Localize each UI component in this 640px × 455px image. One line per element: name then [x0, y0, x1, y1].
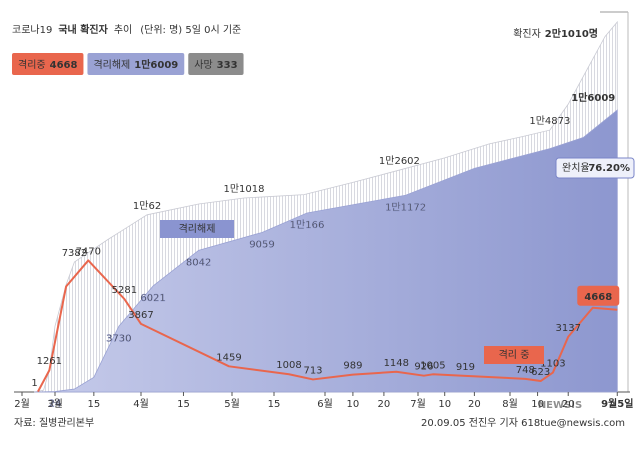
x-tick-label: 15: [268, 399, 281, 410]
source: 자료: 질병관리본부: [14, 417, 94, 429]
x-tick-label: 20: [562, 399, 575, 410]
isolating-total-label: 4668: [584, 292, 612, 303]
legend-value: 333: [217, 60, 238, 71]
value-label: 9059: [249, 239, 274, 250]
annotation-box: [484, 346, 544, 364]
value-label: 926: [414, 362, 433, 373]
value-label: 1만62: [133, 200, 161, 212]
value-label: 713: [303, 365, 322, 376]
chart-title: 국내 확진자: [58, 23, 108, 36]
total-label: 확진자: [513, 28, 541, 40]
value-label: 24: [49, 399, 62, 410]
isolating-line: [37, 259, 618, 393]
legend-value: 4668: [50, 60, 78, 71]
x-tick-label: 2월: [14, 398, 30, 410]
value-label: 1008: [276, 360, 301, 371]
x-tick-label: 5월: [224, 398, 240, 410]
value-label: 1148: [384, 358, 409, 369]
released-total-label: 1만6009: [571, 91, 615, 104]
value-label: 3730: [106, 333, 131, 344]
value-label: 989: [343, 361, 362, 372]
annotation: 격리 중: [499, 348, 530, 361]
value-label: 7382: [62, 248, 87, 259]
value-label: 1005: [420, 360, 445, 371]
annotation: 76.20%: [588, 163, 630, 174]
annotation-box: [160, 220, 234, 238]
annotation: 격리해제: [179, 222, 216, 235]
value-label: 7470: [76, 246, 101, 257]
value-label: 8042: [186, 257, 211, 268]
x-tick-label: 9월5일: [601, 397, 633, 410]
credit: 20.09.05 전진우 기자 618tue@newsis.com: [421, 417, 625, 429]
value-label: 6021: [140, 293, 165, 304]
x-tick-label: 3월: [47, 398, 63, 410]
plot: [34, 20, 618, 393]
legend-box: [188, 53, 244, 75]
value-label: 1459: [216, 352, 241, 363]
legend-label: 격리중: [18, 58, 46, 71]
value-label: 3867: [128, 310, 153, 321]
x-tick-label: 4월: [133, 398, 149, 410]
x-tick-label: 6월: [317, 398, 333, 410]
annotation: 완치율: [562, 162, 590, 174]
x-tick-label: 15: [87, 399, 100, 410]
value-label: 3137: [555, 323, 580, 334]
chart-title: 추이: [114, 24, 132, 36]
x-tick-label: 7월: [410, 398, 426, 410]
legend-box: [12, 53, 84, 75]
value-label: 748: [516, 365, 535, 376]
value-label: 919: [456, 362, 475, 373]
value-label: 1만4873: [529, 115, 570, 127]
chart-title: 코로나19: [12, 24, 52, 36]
x-tick-label: 20: [468, 399, 481, 410]
value-label: 1261: [37, 356, 62, 367]
released-area: [34, 109, 618, 393]
value-label: 623: [531, 367, 550, 378]
total-value: 2만1010명: [545, 27, 598, 40]
legend-box: [87, 53, 185, 75]
value-label: 1만1018: [223, 183, 264, 195]
watermark: NEWSIS: [538, 400, 582, 411]
x-tick-label: 20: [378, 399, 391, 410]
value-label: 1103: [540, 359, 565, 370]
subtitle: (단위: 명) 5일 0시 기준: [140, 23, 241, 36]
x-tick-label: 15: [177, 399, 190, 410]
legend-label: 사망: [194, 59, 212, 71]
value-label: 5281: [112, 285, 137, 296]
isolating-total-box: [577, 285, 620, 306]
value-label: 1: [31, 378, 37, 389]
value-label: 1만166: [290, 219, 325, 231]
value-label: 1만2602: [379, 155, 420, 167]
legend-value: 1만6009: [134, 58, 178, 71]
x-tick-label: 10: [438, 399, 451, 410]
value-label: 1만1172: [385, 201, 426, 213]
x-tick-label: 10: [531, 399, 544, 410]
x-tick-label: 8월: [502, 398, 518, 410]
legend-label: 격리해제: [93, 58, 130, 71]
annotation-box: [555, 157, 635, 179]
x-tick-label: 10: [347, 399, 360, 410]
